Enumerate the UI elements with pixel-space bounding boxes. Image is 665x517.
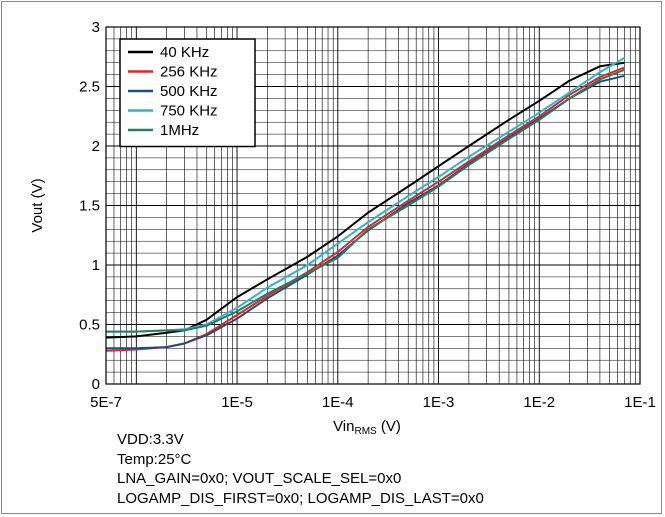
x-axis-label: VinRMS (V) (333, 418, 401, 437)
x-tick-label: 1E-5 (221, 394, 253, 411)
note-vdd: VDD:3.3V (117, 431, 184, 448)
x-axis-label-main: Vin (333, 418, 354, 435)
x-tick-label: 1E-1 (624, 394, 656, 411)
note-gain-scale: LNA_GAIN=0x0; VOUT_SCALE_SEL=0x0 (117, 470, 402, 487)
legend: 40 KHz 256 KHz 500 KHz 750 KHz 1MHz (119, 38, 256, 148)
legend-box (119, 38, 256, 148)
note-logamp: LOGAMP_DIS_FIRST=0x0; LOGAMP_DIS_LAST=0x… (117, 489, 484, 507)
y-tick-label: 1 (92, 257, 100, 274)
x-tick-label: 1E-2 (523, 394, 555, 411)
legend-label: 40 KHz (160, 44, 209, 61)
legend-label: 1MHz (160, 122, 199, 139)
y-tick-label: 1.5 (79, 198, 100, 215)
y-tick-label: 3 (92, 19, 100, 36)
x-axis-label-unit: (V) (377, 418, 401, 435)
y-axis-label: Vout (V) (29, 178, 46, 232)
y-tick-label: 2 (92, 138, 100, 155)
series-line-4 (106, 68, 625, 333)
series-lines (105, 57, 625, 352)
legend-label: 500 KHz (160, 83, 218, 100)
x-axis-label-subscript: RMS (355, 426, 378, 437)
plot-area (105, 26, 641, 385)
x-tick-label: 1E-3 (423, 394, 455, 411)
x-tick-label: 1E-4 (322, 394, 354, 411)
legend-label: 750 KHz (160, 103, 218, 120)
legend-label: 256 KHz (160, 64, 218, 81)
note-temperature: Temp:25°C (117, 450, 192, 468)
test-conditions: VDD:3.3V Temp:25°C LNA_GAIN=0x0; VOUT_SC… (117, 430, 484, 508)
x-tick-label: 5E-7 (90, 394, 122, 411)
y-tick-label: 2.5 (79, 79, 100, 96)
y-tick-label: 0.5 (79, 317, 100, 334)
tick-labels: 5E-7 1E-5 1E-4 1E-3 1E-2 1E-1 0 0.5 1 1.5 2 2.5 3 (79, 19, 656, 411)
y-tick-label: 0 (92, 376, 100, 393)
